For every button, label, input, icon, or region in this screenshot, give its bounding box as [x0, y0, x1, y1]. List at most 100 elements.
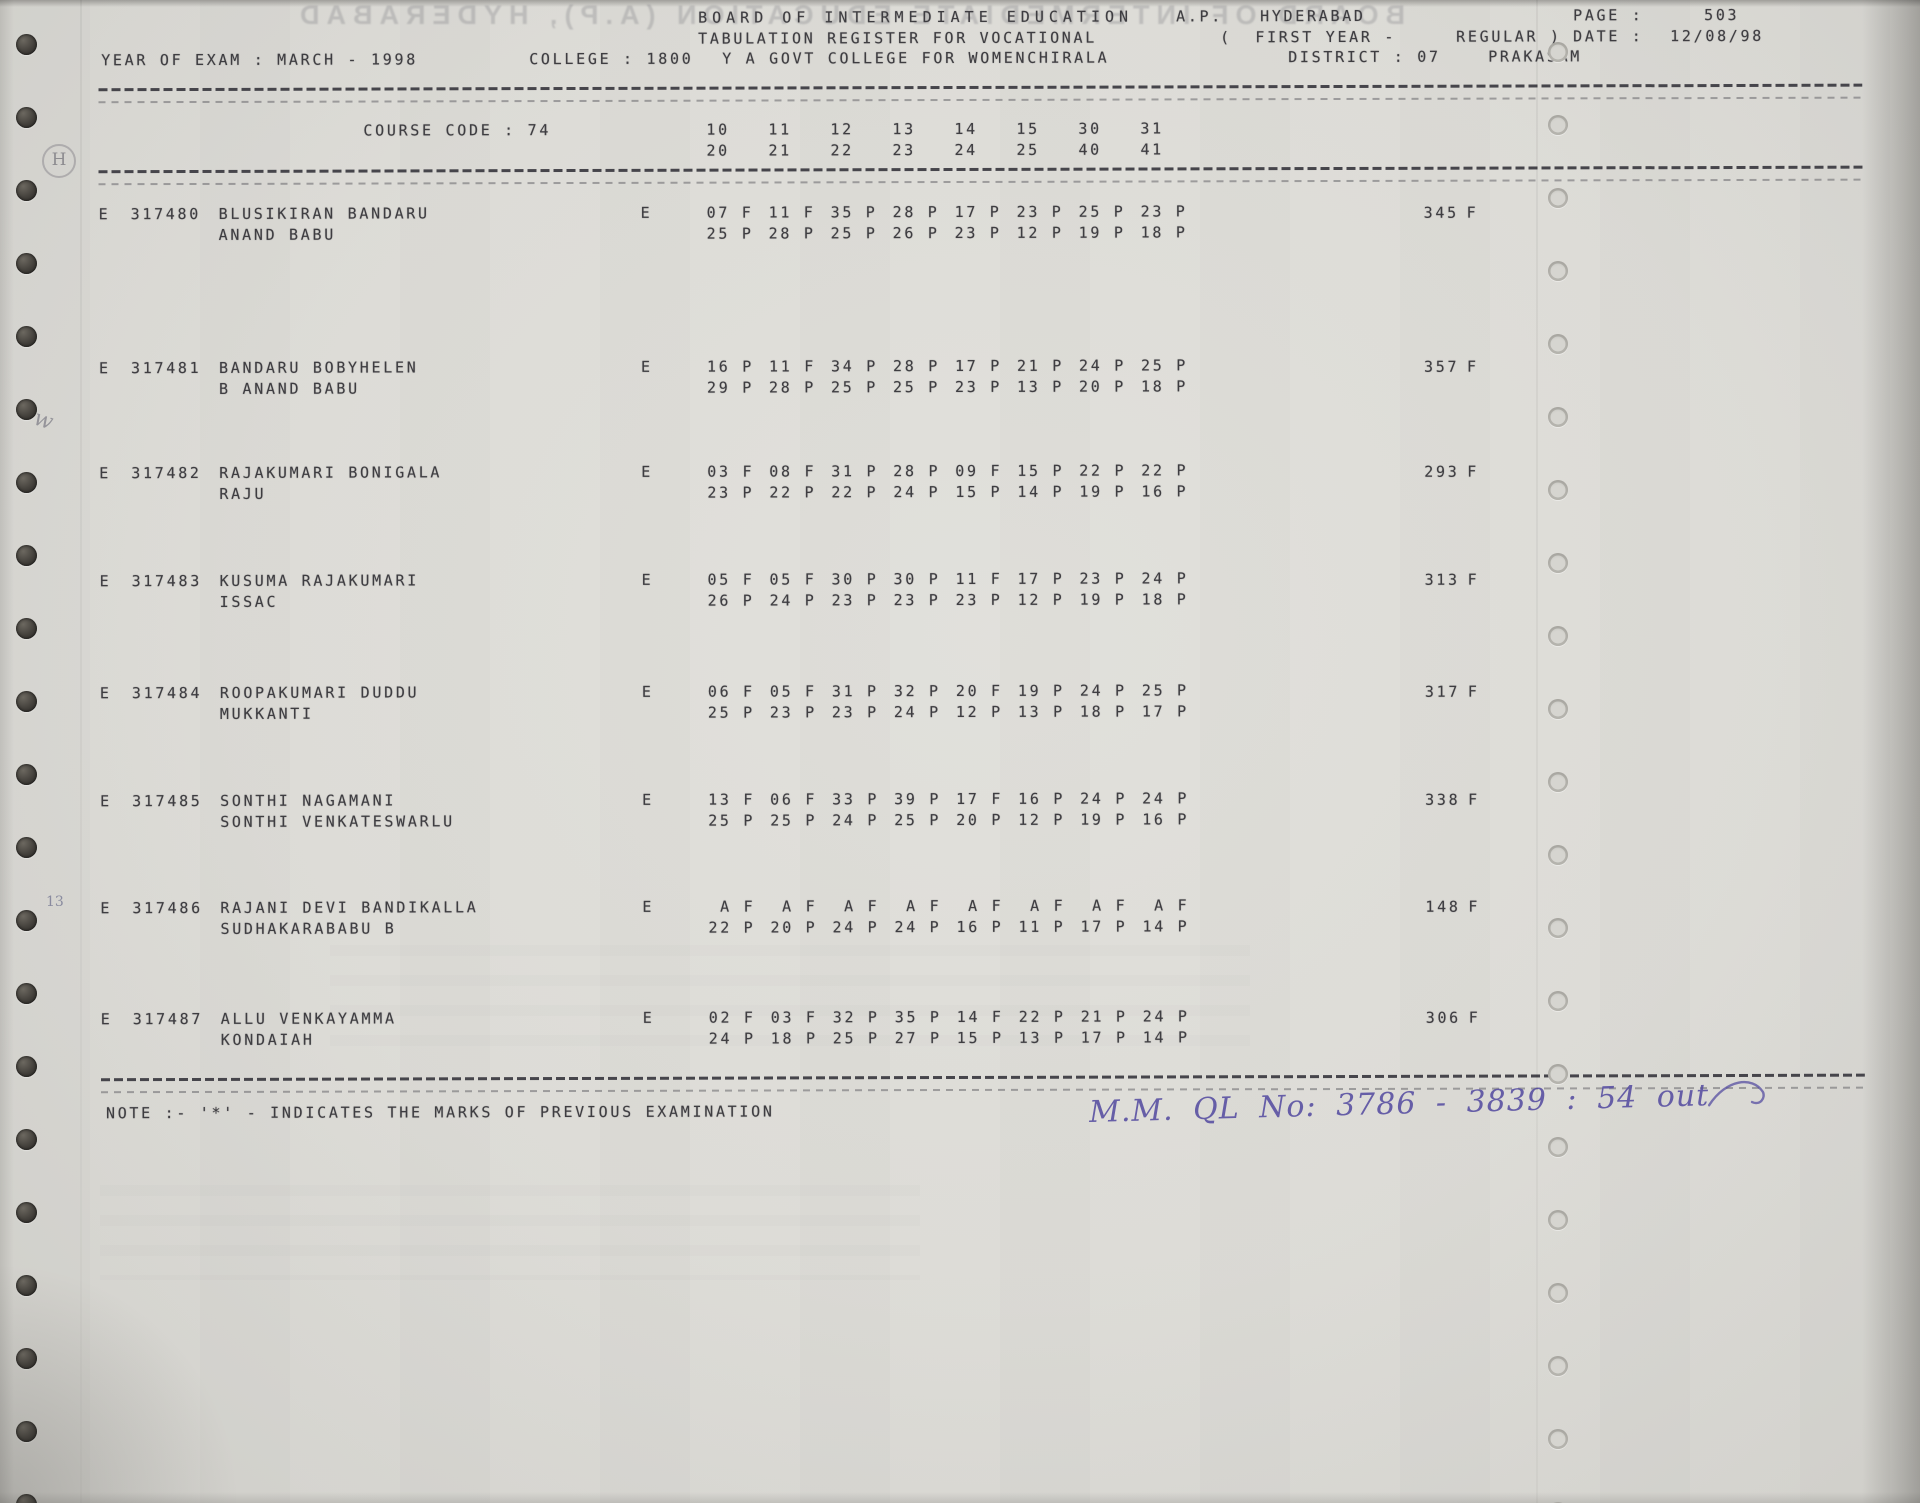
mark-pair: 17 P [1017, 569, 1065, 588]
mark-pair: 03 F [707, 462, 755, 481]
mark-pair: 19 P [1079, 590, 1127, 609]
mark-pair: 22 P [769, 483, 817, 502]
marks-row-2: 22 P 20 P 24 P 24 P 16 P 11 P 17 P 14 P [708, 917, 1204, 936]
student-result: F [1468, 897, 1481, 916]
first-year-tag: ( FIRST YEAR - [1220, 27, 1397, 47]
subject-code: 10 [706, 120, 730, 139]
mark-pair: 20 P [1079, 377, 1127, 396]
separator-line [98, 96, 1863, 104]
punch-hole-left [16, 691, 37, 712]
mark-pair: 17 P [1080, 917, 1128, 936]
student-medium: E [642, 790, 654, 809]
marks-row-2: 25 P 25 P 24 P 25 P 20 P 12 P 19 P 16 P [708, 810, 1204, 829]
footer-note: NOTE :- '*' - INDICATES THE MARKS OF PRE… [105, 1102, 775, 1123]
mark-pair: 18 P [1141, 590, 1189, 609]
marks-row-2: 26 P 24 P 23 P 23 P 23 P 12 P 19 P 18 P [708, 590, 1204, 609]
punch-hole-right [1548, 334, 1568, 354]
mark-pair: A F [956, 896, 1004, 916]
mark-pair: 28 P [768, 224, 816, 243]
marks-row-2: 25 P 28 P 25 P 26 P 23 P 12 P 19 P 18 P [707, 223, 1203, 242]
mark-pair: 08 F [769, 462, 817, 481]
marks-row-1: 07 F 11 F 35 P 28 P 17 P 23 P 25 P 23 P [707, 202, 1203, 221]
mark-pair: 20 F [955, 681, 1003, 701]
student-row: E 317481 BANDARU BOBYHELEN B ANAND BABU … [0, 354, 1919, 405]
mark-pair: 23 P [1140, 202, 1188, 221]
mark-pair: 06 F [707, 682, 755, 701]
marks-row-2: 23 P 22 P 22 P 24 P 15 P 14 P 19 P 16 P [707, 482, 1203, 501]
mark-pair: 12 P [1017, 590, 1065, 609]
student-father-name: RAJU [219, 484, 267, 503]
mark-pair: 20 P [770, 918, 818, 937]
student-series: E [98, 205, 111, 224]
mark-pair: 22 P [1141, 461, 1189, 480]
mark-pair: 24 P [1142, 789, 1190, 808]
punch-hole-left [16, 983, 37, 1004]
mark-pair: 05 F [769, 570, 817, 589]
student-row: E 317484 ROOPAKUMARI DUDDU MUKKANTI E 06… [0, 679, 1920, 730]
mark-pair: 25 P [1141, 681, 1189, 700]
student-series: E [99, 464, 112, 483]
punch-hole-left [16, 1421, 37, 1442]
register-title: TABULATION REGISTER FOR VOCATIONAL [698, 28, 1098, 48]
subject-codes-row-1: 10 11 12 13 14 15 30 31 [706, 119, 1202, 138]
punch-hole-left [16, 1348, 37, 1369]
mark-pair: 25 P [1078, 202, 1126, 221]
student-medium: E [640, 357, 653, 376]
scan-shadow [0, 1243, 260, 1503]
subject-codes-row-2: 20 21 22 23 24 25 40 41 [706, 140, 1202, 159]
punch-hole-left [16, 545, 37, 566]
mark-pair: 14 P [1142, 917, 1190, 936]
date-value: 12/08/98 [1670, 26, 1765, 46]
mark-pair: 28 P [769, 378, 817, 397]
tractor-perforation-right [1536, 0, 1538, 1503]
student-name: KUSUMA RAJAKUMARI [219, 571, 420, 590]
student-total: 317 [1424, 682, 1461, 701]
punch-hole-right [1548, 407, 1568, 427]
punch-hole-right [1548, 42, 1568, 62]
marks-row-1: 16 P 11 F 34 P 28 P 17 P 21 P 24 P 25 P [707, 356, 1203, 375]
mark-pair: 35 P [830, 203, 878, 222]
mark-pair: 18 P [1079, 702, 1127, 721]
student-total: 306 [1425, 1008, 1461, 1027]
board-state: A.P. [1176, 7, 1224, 26]
page-label: PAGE : [1573, 6, 1644, 25]
mark-pair: 25 P [708, 811, 756, 830]
student-medium: E [640, 203, 653, 222]
mark-pair: 15 P [955, 482, 1003, 502]
student-result: F [1466, 357, 1479, 376]
student-series: E [100, 792, 112, 811]
subject-code: 23 [892, 141, 916, 160]
tractor-perforation-left [80, 0, 82, 1503]
punch-hole-left [16, 253, 37, 274]
mark-pair: A F [894, 897, 942, 916]
student-name: SONTHI NAGAMANI [220, 791, 397, 810]
punch-hole-right [1548, 1210, 1568, 1230]
mark-pair: 23 P [769, 703, 817, 722]
punch-hole-right [1548, 261, 1568, 281]
mark-pair: 17 F [956, 789, 1004, 809]
marks-row-1: 03 F 08 F 31 P 28 P 09 F 15 P 22 P 22 P [707, 461, 1203, 480]
student-name: RAJANI DEVI BANDIKALLA [220, 898, 479, 917]
mark-pair: 18 P [1140, 223, 1188, 242]
college-code: COLLEGE : 1800 [529, 49, 694, 69]
punch-hole-right [1548, 1064, 1568, 1084]
mark-pair: A F [708, 897, 756, 916]
mark-pair: 17 P [954, 356, 1002, 376]
pencil-mark: H [42, 144, 76, 178]
mark-pair: 25 P [770, 811, 818, 830]
mark-pair: 18 P [1141, 377, 1189, 396]
mark-pair: A F [1080, 896, 1128, 915]
punch-hole-right [1548, 626, 1568, 646]
mark-pair: 24 P [769, 591, 817, 610]
mark-pair: 05 F [707, 570, 755, 589]
mark-pair: 11 F [955, 569, 1003, 589]
mark-pair: 16 P [1142, 810, 1190, 829]
student-name: BANDARU BOBYHELEN [218, 358, 419, 377]
subject-code: 22 [830, 141, 854, 160]
board-title: BOARD OF INTERMEDIATE EDUCATION [698, 7, 1134, 27]
student-row: E 317482 RAJAKUMARI BONIGALA RAJU E 03 F… [0, 459, 1919, 510]
mark-pair: 23 P [831, 591, 879, 610]
bleed-through-block [100, 1185, 920, 1280]
mark-pair: 28 P [892, 357, 940, 376]
student-result: F [1467, 682, 1480, 701]
